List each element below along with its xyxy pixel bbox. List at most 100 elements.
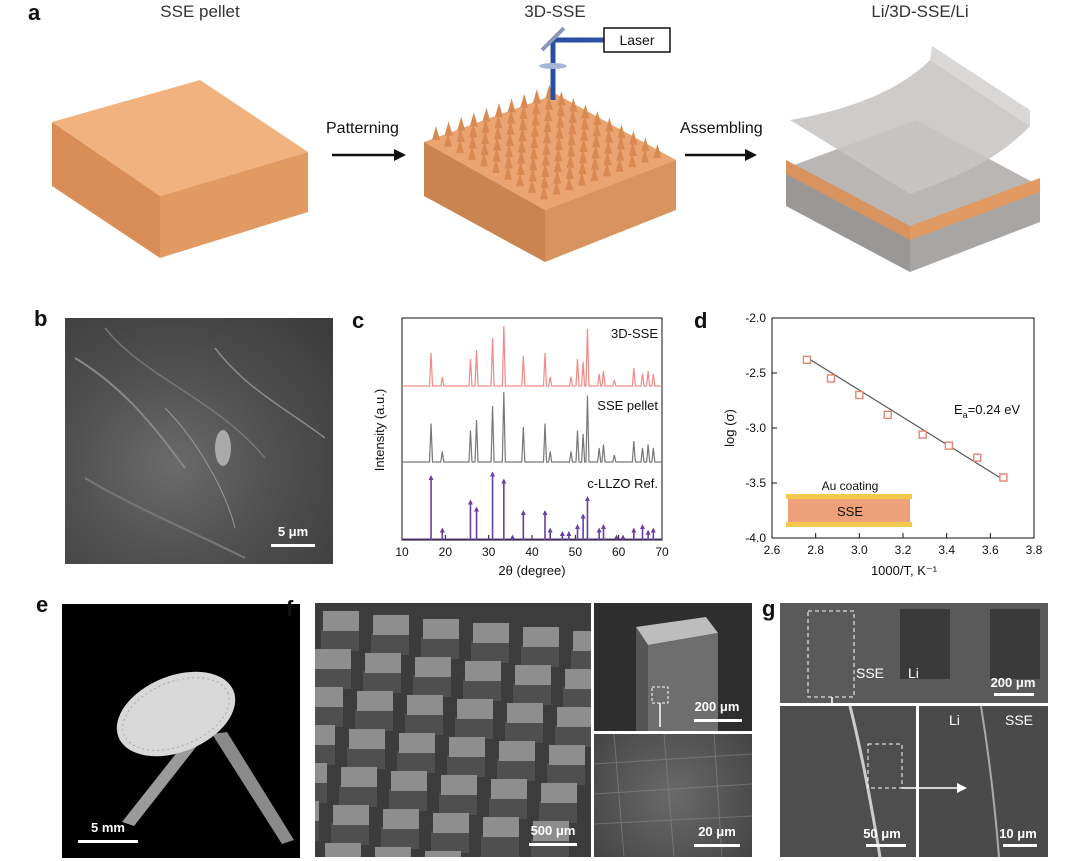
pillar-side [315, 743, 335, 765]
patterned-sse-block [424, 84, 676, 262]
xrd-legend-sse-pellet: SSE pellet [597, 398, 658, 413]
panel-f-letter: f [286, 596, 294, 621]
arr-xtick-label: 3.8 [1026, 543, 1043, 557]
scalebar-g-top-line [994, 693, 1034, 696]
pillar [605, 117, 614, 132]
xrd-ref-stick-head [490, 471, 496, 477]
pillar [492, 159, 500, 173]
pillar-side [389, 789, 427, 811]
pillar-top [433, 813, 469, 833]
pillar-side [555, 725, 591, 747]
pillar [569, 97, 578, 112]
xrd-ref-stick-head [645, 529, 651, 535]
sem-texture [74, 327, 326, 559]
pillar-side [331, 823, 369, 845]
arrhenius-chart: 2.6 2.8 3.0 3.2 3.4 3.6 3.8 -2.0 -2.5 -3.0 -3.5 -4.… [722, 311, 1043, 578]
pillar-side [321, 629, 359, 651]
xrd-legend-3d-sse: 3D-SSE [611, 326, 658, 341]
pillar-grid [315, 611, 591, 857]
xrd-ref-stick-head [474, 506, 480, 512]
laser-apparatus [539, 26, 671, 100]
pillar-top [315, 801, 319, 821]
title-sse-pellet: SSE pellet [160, 2, 240, 21]
pillar [506, 120, 515, 135]
xrd-ref-stick-head [575, 524, 580, 529]
pillar-side [571, 649, 591, 671]
pillar [507, 98, 516, 113]
panel-d-letter: d [694, 308, 708, 333]
pillar [556, 113, 565, 128]
arr-xtick-label: 3.0 [851, 543, 868, 557]
pillar [481, 130, 490, 144]
xrd-ref-stick-head [580, 513, 586, 519]
pillar [480, 141, 489, 156]
pillar-side [455, 717, 493, 739]
pillar [553, 158, 562, 173]
arrow-assembling [685, 149, 757, 161]
pillar [493, 136, 502, 151]
pillar [592, 122, 601, 137]
xrd-ref-stick-head [510, 534, 515, 540]
xrd-ref-stick-head [428, 475, 434, 480]
pillar-top [533, 821, 569, 841]
arr-xlabel: 1000/T, K⁻¹ [871, 563, 938, 578]
pillar [520, 93, 529, 108]
arr-xtick-label: 3.6 [982, 543, 999, 557]
pillar-side [513, 683, 551, 705]
pillar [616, 146, 625, 161]
pillar [519, 105, 528, 119]
pillar-side [505, 721, 543, 743]
xrd-ref-stick-head [614, 534, 619, 540]
pillar [543, 118, 552, 133]
arr-xtick-label: 3.4 [938, 543, 955, 557]
pillar [528, 178, 536, 193]
panel-c-letter: c [352, 308, 365, 333]
pillar [541, 151, 550, 166]
arr-point [918, 430, 927, 439]
pillar-top [415, 657, 451, 677]
arr-ytick-label: -3.0 [745, 421, 766, 435]
pillar-top [515, 665, 551, 685]
arr-point [802, 355, 812, 364]
pillar [603, 151, 612, 166]
pillar-top [341, 767, 377, 787]
sem-image-surface: 5 μm [65, 318, 333, 564]
pillar-top [473, 623, 509, 643]
pillar-side [539, 801, 577, 823]
pillar [590, 167, 599, 181]
pillar [504, 165, 512, 180]
xrd-ref-stick-head [542, 510, 548, 515]
pillar [540, 174, 549, 189]
arr-ylabel: log (σ) [722, 409, 737, 447]
xrd-ref-stick-head [650, 527, 656, 533]
pillar [577, 171, 586, 186]
pillar [516, 161, 525, 175]
pillar-top [491, 779, 527, 799]
xrd-ref-stick-head [601, 524, 606, 529]
photo-3d-sse-disk: 5 mm [62, 604, 300, 858]
xrd-ref-stick-head [439, 527, 445, 533]
xrd-legend-llzo-ref: c-LLZO Ref. [587, 476, 658, 491]
step-patterning: Patterning [326, 120, 399, 137]
pillar [530, 134, 539, 148]
xrd-ref-stick-head [547, 527, 553, 533]
pillar [481, 118, 490, 133]
pillar [504, 154, 513, 169]
assembled-stack [786, 46, 1040, 272]
arr-xtick-label: 2.6 [764, 543, 781, 557]
pillar-top [391, 771, 427, 791]
pillar [505, 143, 514, 158]
pillar [493, 125, 502, 140]
pillar [482, 107, 491, 122]
xrd-series-line [402, 391, 662, 463]
inset-au-coating-bottom [786, 522, 912, 527]
pillar-side [563, 687, 591, 709]
pillar [603, 162, 611, 177]
pillar-top [423, 619, 459, 639]
pillar [480, 152, 488, 167]
pillar [517, 138, 526, 153]
pillar-side [381, 827, 419, 849]
pillar-top [557, 707, 591, 727]
pillar-side [439, 793, 477, 815]
pillar-side [547, 763, 585, 785]
